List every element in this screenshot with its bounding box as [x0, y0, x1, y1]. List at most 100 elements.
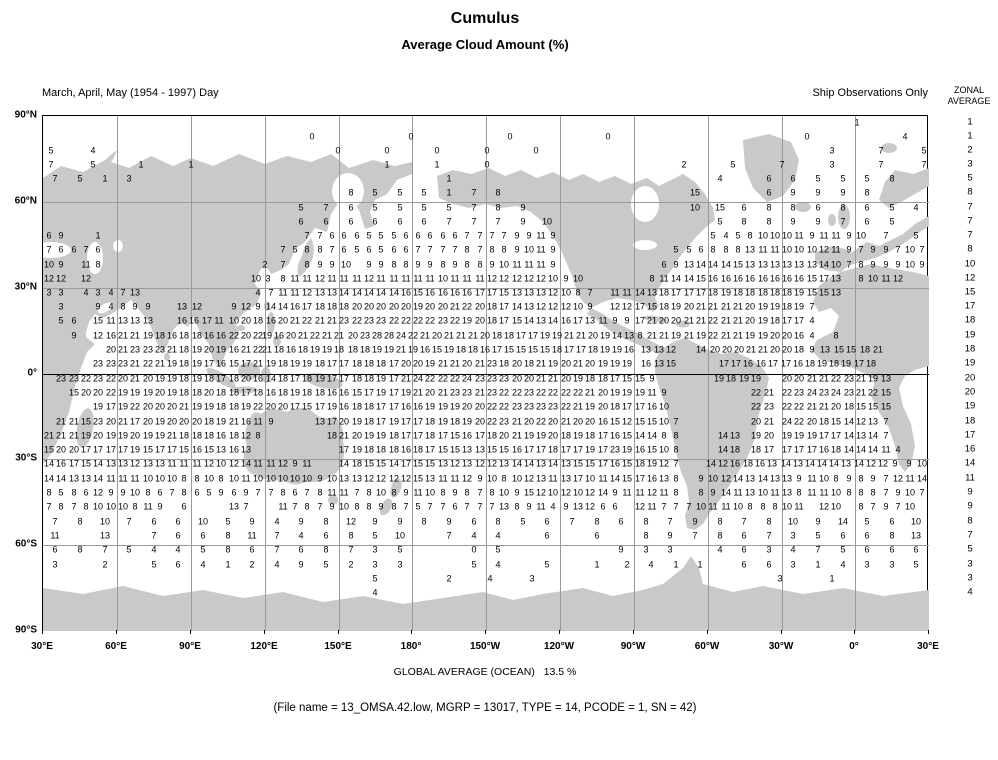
data-cell: 23 — [68, 373, 80, 384]
data-cell: 20 — [683, 301, 695, 312]
data-cell: 17 — [491, 344, 503, 355]
data-cell: 9 — [895, 259, 901, 270]
data-cell: 19 — [695, 330, 707, 341]
data-cell: 21 — [855, 387, 867, 398]
data-cell: 9 — [249, 516, 255, 527]
data-cell: 9 — [846, 473, 852, 484]
data-cell: 13 — [461, 458, 473, 469]
data-cell: 10 — [523, 244, 535, 255]
data-cell: 8 — [391, 487, 397, 498]
data-cell: 13 — [338, 473, 350, 484]
data-cell: 0 — [484, 159, 490, 170]
data-cell: 10 — [424, 487, 436, 498]
data-cell: 7 — [48, 159, 54, 170]
data-cell: 5 — [421, 187, 427, 198]
data-cell: 6 — [594, 530, 600, 541]
data-cell: 11 — [143, 501, 153, 512]
data-cell: 6 — [612, 501, 618, 512]
data-cell: 16 — [188, 315, 200, 326]
data-cell: 15 — [855, 401, 867, 412]
data-cell: 4 — [108, 287, 114, 298]
zonal-average-value: 18 — [964, 314, 976, 326]
data-cell: 12 — [461, 473, 473, 484]
data-cell: 10 — [92, 501, 104, 512]
data-cell: 4 — [487, 573, 493, 584]
data-cell: 5 — [366, 230, 372, 241]
data-cell: 22 — [572, 387, 584, 398]
data-cell: 9 — [883, 244, 889, 255]
data-cell: 15 — [665, 358, 677, 369]
data-cell: 11 — [819, 487, 829, 498]
data-cell: 10 — [757, 230, 769, 241]
data-cell: 21 — [707, 301, 719, 312]
data-cell: 12 — [535, 487, 547, 498]
data-cell: 10 — [793, 244, 805, 255]
data-cell: 17 — [68, 458, 80, 469]
data-cell: 14 — [523, 315, 535, 326]
data-cell: 16 — [623, 344, 635, 355]
meridian-grid-line — [634, 116, 635, 631]
data-cell: 8 — [489, 487, 495, 498]
data-cell: 16 — [265, 387, 277, 398]
data-cell: 23 — [763, 401, 775, 412]
data-cell: 16 — [338, 387, 350, 398]
data-cell: 8 — [280, 487, 286, 498]
data-cell: 13 — [867, 416, 879, 427]
data-cell: 19 — [142, 330, 154, 341]
data-cell: 6 — [864, 202, 870, 213]
data-cell: 13 — [640, 344, 652, 355]
data-cell: 17 — [523, 444, 535, 455]
data-cell: 20 — [560, 373, 572, 384]
data-cell: 21 — [117, 344, 129, 355]
data-cell: 13 — [769, 473, 781, 484]
data-cell: 18 — [277, 387, 289, 398]
longitude-label: 60°W — [694, 641, 720, 652]
data-cell: 15 — [375, 458, 387, 469]
data-cell: 16 — [240, 416, 252, 427]
data-cell: 22 — [486, 416, 498, 427]
axis-tick — [928, 630, 929, 634]
data-cell: 17 — [621, 401, 633, 412]
axis-tick — [633, 630, 634, 634]
data-cell: 21 — [511, 430, 523, 441]
data-cell: 6 — [200, 530, 206, 541]
data-cell: 7 — [477, 501, 483, 512]
data-cell: 19 — [584, 401, 596, 412]
data-cell: 8 — [735, 244, 741, 255]
data-cell: 8 — [501, 473, 507, 484]
axis-tick — [781, 630, 782, 634]
data-cell: 0 — [605, 131, 611, 142]
data-cell: 14 — [780, 458, 792, 469]
data-cell: 19 — [261, 330, 273, 341]
data-cell: 12 — [388, 473, 400, 484]
data-cell: 6 — [348, 202, 354, 213]
data-cell: 9 — [563, 501, 569, 512]
data-cell: 9 — [157, 501, 163, 512]
data-cell: 6 — [403, 230, 409, 241]
data-cell: 19 — [599, 344, 611, 355]
meridian-grid-line — [560, 116, 561, 631]
data-cell: 14 — [265, 373, 277, 384]
data-cell: 12 — [584, 487, 596, 498]
data-cell: 14 — [828, 458, 840, 469]
data-cell: 5 — [921, 145, 927, 156]
data-cell: 17 — [572, 444, 584, 455]
data-cell: 21 — [474, 387, 486, 398]
data-cell: 18 — [333, 344, 345, 355]
data-cell: 6 — [421, 216, 427, 227]
data-cell: 10 — [289, 473, 301, 484]
axis-tick — [42, 630, 43, 634]
data-cell: 23 — [818, 387, 830, 398]
data-cell: 8 — [366, 501, 372, 512]
data-cell: 8 — [354, 501, 360, 512]
data-cell: 18 — [359, 344, 371, 355]
data-cell: 17 — [609, 373, 621, 384]
data-cell: 3 — [667, 544, 673, 555]
data-cell: 21 — [563, 330, 575, 341]
data-cell: 18 — [412, 444, 424, 455]
data-cell: 16 — [732, 273, 744, 284]
data-cell: 15 — [880, 401, 892, 412]
latitude-label: 90°S — [15, 624, 37, 636]
data-cell: 8 — [348, 530, 354, 541]
